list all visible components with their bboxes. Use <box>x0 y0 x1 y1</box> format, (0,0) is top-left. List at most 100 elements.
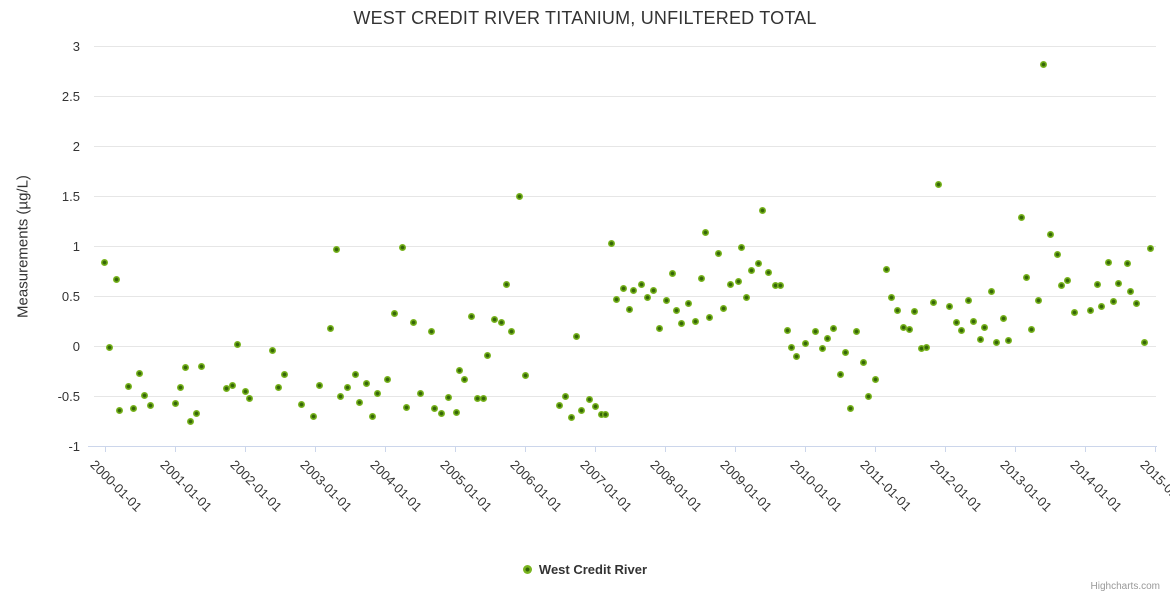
data-point[interactable] <box>706 313 714 321</box>
data-point[interactable] <box>784 326 791 334</box>
data-point[interactable] <box>625 305 633 313</box>
data-point[interactable] <box>383 375 391 383</box>
data-point[interactable] <box>562 392 570 400</box>
data-point[interactable] <box>644 293 651 301</box>
data-point[interactable] <box>953 318 961 326</box>
data-point[interactable] <box>409 318 417 326</box>
data-point[interactable] <box>970 317 978 325</box>
data-point[interactable] <box>758 206 766 214</box>
data-point[interactable] <box>568 413 576 421</box>
data-point[interactable] <box>691 317 699 325</box>
data-point[interactable] <box>608 239 616 247</box>
data-point[interactable] <box>246 394 254 402</box>
data-point[interactable] <box>678 319 686 327</box>
data-point[interactable] <box>957 326 965 334</box>
data-point[interactable] <box>356 398 364 406</box>
highcharts-credits-link[interactable]: Highcharts.com <box>1090 581 1160 592</box>
data-point[interactable] <box>619 284 627 292</box>
data-point[interactable] <box>655 324 663 332</box>
data-point[interactable] <box>893 306 901 314</box>
data-point[interactable] <box>754 259 762 267</box>
data-point[interactable] <box>697 274 705 282</box>
data-point[interactable] <box>171 399 179 407</box>
data-point[interactable] <box>363 379 371 387</box>
data-point[interactable] <box>503 280 511 288</box>
data-point[interactable] <box>1023 273 1031 281</box>
data-point[interactable] <box>1141 338 1148 346</box>
data-point[interactable] <box>823 334 831 342</box>
data-point[interactable] <box>233 340 241 348</box>
data-point[interactable] <box>316 381 324 389</box>
data-point[interactable] <box>135 369 143 377</box>
data-point[interactable] <box>977 335 985 343</box>
data-point[interactable] <box>899 323 907 331</box>
data-point[interactable] <box>1064 276 1071 284</box>
data-point[interactable] <box>333 245 341 253</box>
data-point[interactable] <box>368 412 376 420</box>
data-point[interactable] <box>719 304 727 312</box>
data-point[interactable] <box>326 324 334 332</box>
data-point[interactable] <box>1147 244 1155 252</box>
data-point[interactable] <box>116 406 124 414</box>
data-point[interactable] <box>922 343 930 351</box>
data-point[interactable] <box>344 383 352 391</box>
data-point[interactable] <box>431 404 439 412</box>
data-point[interactable] <box>829 324 837 332</box>
data-point[interactable] <box>819 344 826 352</box>
data-point[interactable] <box>1017 213 1025 221</box>
data-point[interactable] <box>812 327 819 335</box>
data-point[interactable] <box>1057 281 1065 289</box>
data-point[interactable] <box>777 281 784 289</box>
data-point[interactable] <box>373 389 381 397</box>
data-point[interactable] <box>337 392 345 400</box>
data-point[interactable] <box>911 307 919 315</box>
data-point[interactable] <box>981 323 989 331</box>
data-point[interactable] <box>416 389 424 397</box>
data-point[interactable] <box>399 243 406 251</box>
data-point[interactable] <box>280 370 288 378</box>
data-point[interactable] <box>1115 279 1123 287</box>
data-point[interactable] <box>1046 230 1054 238</box>
data-point[interactable] <box>1004 336 1012 344</box>
data-point[interactable] <box>591 402 599 410</box>
data-point[interactable] <box>352 370 360 378</box>
data-point[interactable] <box>452 408 460 416</box>
data-point[interactable] <box>497 318 505 326</box>
data-point[interactable] <box>100 258 108 266</box>
data-point[interactable] <box>1098 302 1106 310</box>
data-point[interactable] <box>578 406 586 414</box>
data-point[interactable] <box>129 404 137 412</box>
data-point[interactable] <box>438 409 446 417</box>
legend-item-west-credit-river[interactable]: West Credit River <box>522 562 647 577</box>
data-point[interactable] <box>882 265 890 273</box>
data-point[interactable] <box>1034 296 1042 304</box>
data-point[interactable] <box>613 295 621 303</box>
data-point[interactable] <box>222 384 230 392</box>
data-point[interactable] <box>147 401 154 409</box>
data-point[interactable] <box>106 343 114 351</box>
data-point[interactable] <box>888 293 896 301</box>
data-point[interactable] <box>515 192 523 200</box>
data-point[interactable] <box>456 366 464 374</box>
data-point[interactable] <box>964 296 972 304</box>
data-point[interactable] <box>714 249 722 257</box>
data-point[interactable] <box>186 417 194 425</box>
data-point[interactable] <box>468 312 476 320</box>
data-point[interactable] <box>390 309 398 317</box>
data-point[interactable] <box>735 277 742 285</box>
data-point[interactable] <box>484 351 492 359</box>
data-point[interactable] <box>522 371 530 379</box>
data-point[interactable] <box>935 180 943 188</box>
data-point[interactable] <box>1094 280 1102 288</box>
data-point[interactable] <box>859 358 867 366</box>
data-point[interactable] <box>268 346 276 354</box>
data-point[interactable] <box>1124 259 1132 267</box>
data-point[interactable] <box>788 343 796 351</box>
data-point[interactable] <box>836 370 844 378</box>
data-point[interactable] <box>1110 297 1118 305</box>
data-point[interactable] <box>993 338 1001 346</box>
data-point[interactable] <box>853 327 861 335</box>
data-point[interactable] <box>444 393 452 401</box>
data-point[interactable] <box>702 228 710 236</box>
data-point[interactable] <box>905 325 913 333</box>
